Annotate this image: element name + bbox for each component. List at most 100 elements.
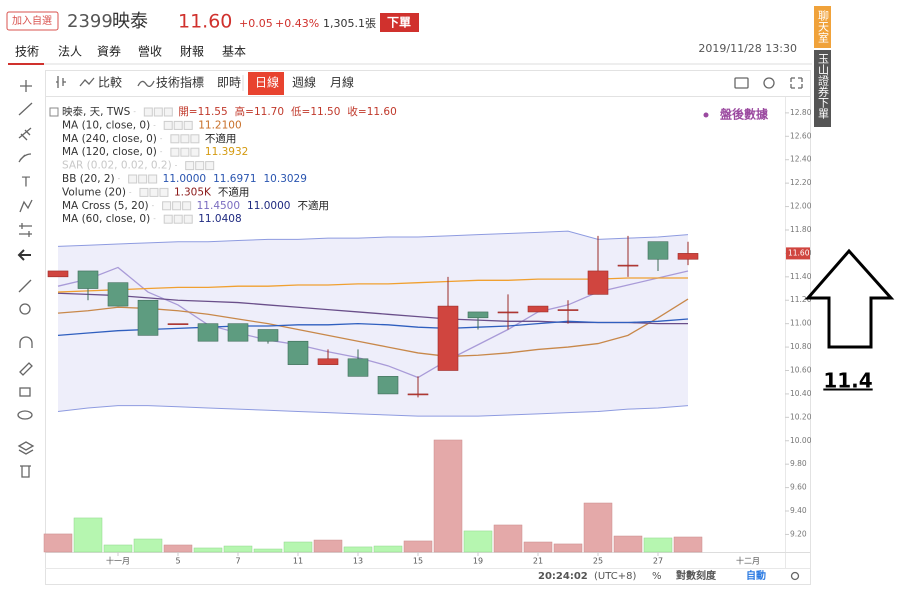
legend-value: 11.3932 bbox=[205, 146, 248, 158]
button-label: 下單 bbox=[387, 16, 411, 30]
legend-control[interactable] bbox=[170, 147, 180, 157]
legend-control[interactable] bbox=[162, 201, 172, 211]
legend-control[interactable] bbox=[173, 120, 183, 130]
period-button[interactable]: 月線 bbox=[330, 75, 354, 90]
compare-icon[interactable] bbox=[79, 77, 95, 87]
trade-volume: 1,305.1張 bbox=[323, 17, 376, 30]
tab[interactable]: 技術 bbox=[15, 45, 39, 59]
chart-style-icon[interactable] bbox=[56, 76, 66, 88]
after-hours-link[interactable]: 盤後數據 bbox=[719, 107, 769, 122]
date-axis: 十一月 5 7 11 13 15 19 21 25 27 十二月 bbox=[106, 552, 760, 566]
legend-caret: - bbox=[129, 188, 132, 196]
candles bbox=[47, 235, 699, 398]
log-scale-toggle[interactable]: 對數刻度 bbox=[676, 569, 717, 582]
volume-bar bbox=[43, 533, 73, 553]
trendline-tool[interactable] bbox=[18, 102, 33, 116]
legend-control[interactable] bbox=[138, 174, 148, 184]
legend-control[interactable] bbox=[139, 187, 149, 197]
legend-control[interactable] bbox=[163, 214, 173, 224]
lock-drawing-tool[interactable] bbox=[19, 362, 33, 376]
compare-button[interactable]: 比較 bbox=[98, 75, 122, 90]
legend-caret: - bbox=[160, 135, 163, 143]
legend-control[interactable] bbox=[170, 134, 180, 144]
candle-body bbox=[617, 264, 639, 267]
ruler-tool[interactable] bbox=[18, 279, 32, 293]
fullscreen-icon[interactable] bbox=[790, 77, 803, 89]
tab[interactable]: 財報 bbox=[180, 44, 204, 59]
period-button[interactable]: 週線 bbox=[292, 75, 316, 90]
indicator-button[interactable]: 技術指標 bbox=[156, 75, 204, 90]
tab[interactable]: 法人 bbox=[58, 45, 82, 59]
legend-control[interactable] bbox=[172, 201, 182, 211]
legend-control[interactable] bbox=[128, 174, 138, 184]
auto-scale-toggle[interactable]: 自動 bbox=[746, 569, 766, 582]
y-tick-label: 9.80 bbox=[790, 459, 807, 468]
zoom-tool[interactable] bbox=[19, 303, 31, 315]
candle-body bbox=[407, 393, 429, 396]
fib-tool[interactable] bbox=[18, 127, 32, 141]
layers-tool[interactable] bbox=[17, 441, 35, 455]
collapse-toggle[interactable] bbox=[49, 107, 59, 117]
legend-control[interactable] bbox=[148, 174, 158, 184]
drawing-tools: T bbox=[17, 80, 35, 478]
brush-tool[interactable] bbox=[18, 153, 32, 163]
legend-label: Volume (20) bbox=[62, 186, 126, 198]
y-tick-label: 10.80 bbox=[790, 342, 812, 351]
legend-label: 映泰, 天, TWS bbox=[62, 105, 131, 118]
volume-bar bbox=[193, 547, 223, 553]
tab[interactable]: 資券 bbox=[97, 44, 121, 59]
broker-tab[interactable] bbox=[814, 50, 831, 127]
percent-toggle[interactable]: % bbox=[652, 571, 662, 582]
candle-body bbox=[647, 241, 669, 260]
legend-control[interactable] bbox=[180, 134, 190, 144]
legend-control[interactable] bbox=[183, 120, 193, 130]
legend-control[interactable] bbox=[153, 107, 163, 117]
text-tool[interactable]: T bbox=[21, 176, 30, 191]
legend-control[interactable] bbox=[163, 120, 173, 130]
magnet-tool[interactable] bbox=[19, 336, 33, 348]
crosshair-tool[interactable] bbox=[20, 80, 32, 92]
button-frame bbox=[380, 13, 419, 32]
legend-control[interactable] bbox=[183, 214, 193, 224]
tab[interactable]: 營收 bbox=[138, 45, 162, 59]
watch-button[interactable]: 加入自選 bbox=[6, 11, 59, 31]
pattern-tool[interactable] bbox=[19, 199, 33, 213]
legend-control[interactable] bbox=[159, 187, 169, 197]
camera-icon[interactable] bbox=[734, 77, 749, 89]
candle-body bbox=[197, 323, 219, 342]
chat-tab[interactable] bbox=[814, 6, 831, 48]
settings-icon[interactable] bbox=[763, 77, 775, 89]
legend-control[interactable] bbox=[190, 147, 200, 157]
x-tick-label: 21 bbox=[533, 557, 543, 566]
stock-name: 映泰 bbox=[112, 11, 148, 32]
legend-control[interactable] bbox=[182, 201, 192, 211]
axis-settings[interactable] bbox=[790, 571, 800, 581]
up-arrow bbox=[804, 248, 895, 349]
measure-tool[interactable] bbox=[19, 223, 32, 237]
legend-label: SAR (0.02, 0.02, 0.2) bbox=[62, 160, 172, 172]
period-button[interactable]: 日線 bbox=[255, 75, 279, 90]
legend-control[interactable] bbox=[185, 161, 195, 171]
delete-tool[interactable] bbox=[20, 465, 31, 478]
tab[interactable]: 基本 bbox=[222, 45, 246, 59]
visibility-tool[interactable] bbox=[17, 410, 33, 420]
legend-control[interactable] bbox=[163, 107, 173, 117]
period-button[interactable]: 即時 bbox=[217, 76, 241, 90]
legend-control[interactable] bbox=[173, 214, 183, 224]
legend-control[interactable] bbox=[205, 161, 215, 171]
indicator-icon[interactable] bbox=[137, 80, 155, 88]
candle-body bbox=[317, 358, 339, 365]
order-button[interactable]: 下單 bbox=[380, 13, 419, 32]
legend-control[interactable] bbox=[143, 107, 153, 117]
legend-control[interactable] bbox=[180, 147, 190, 157]
legend-control[interactable] bbox=[190, 134, 200, 144]
lock-tool[interactable] bbox=[19, 387, 31, 397]
candle-body bbox=[347, 358, 369, 377]
back-tool[interactable] bbox=[17, 249, 31, 261]
x-tick-label: 11 bbox=[293, 557, 303, 566]
legend-control[interactable] bbox=[149, 187, 159, 197]
y-tick-label: 12.80 bbox=[790, 108, 812, 117]
legend-value: 11.6971 bbox=[213, 173, 256, 185]
legend-control[interactable] bbox=[195, 161, 205, 171]
